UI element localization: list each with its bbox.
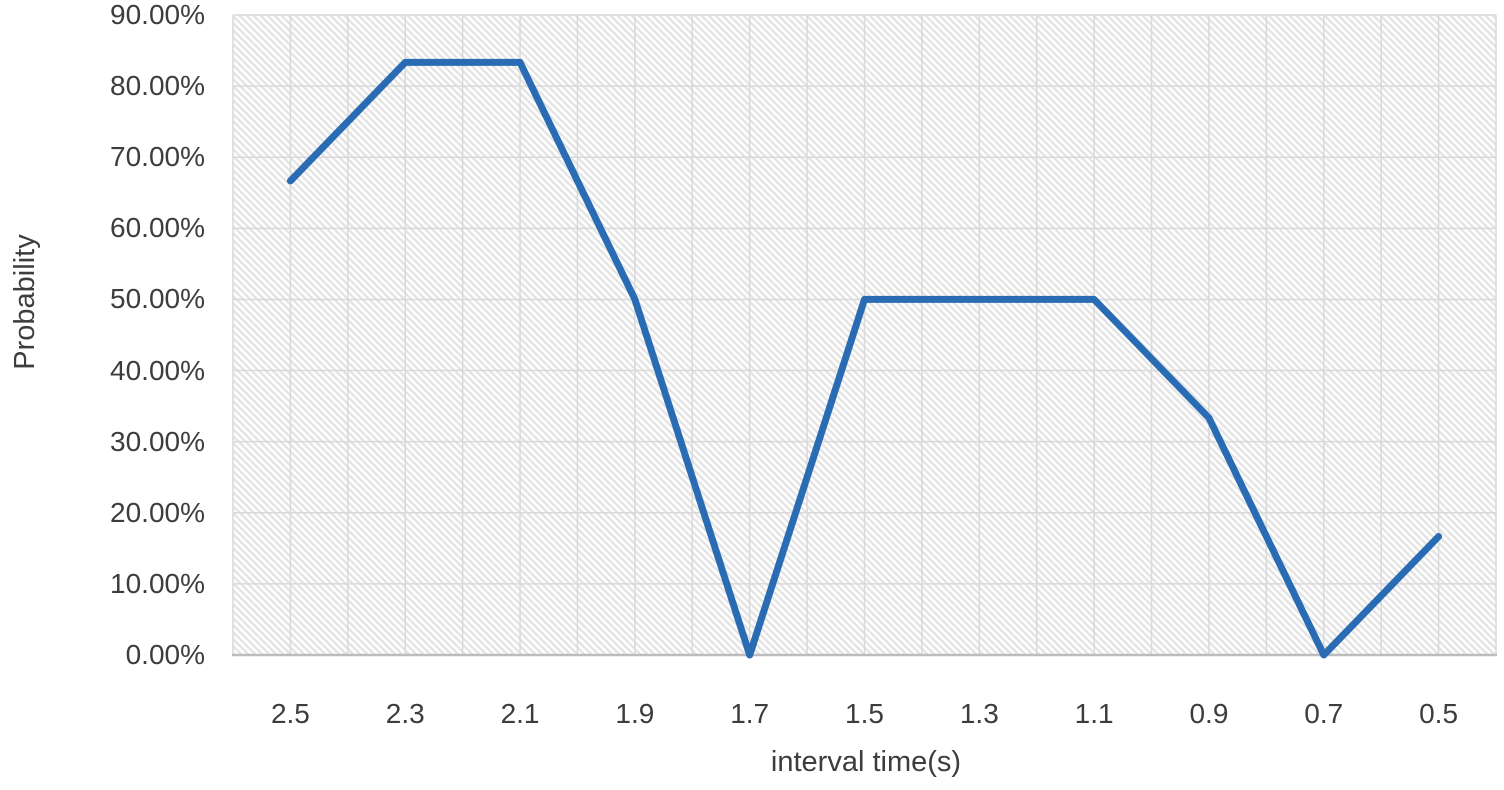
data-series bbox=[286, 58, 1443, 659]
y-tick-label: 20.00% bbox=[110, 496, 205, 528]
x-tick-label: 0.7 bbox=[1304, 698, 1344, 729]
x-tick-label: 1.3 bbox=[959, 698, 999, 729]
x-tick-label: 1.1 bbox=[1074, 698, 1114, 729]
x-tick-label: 1.7 bbox=[730, 698, 770, 729]
x-axis-title: interval time(s) bbox=[770, 746, 962, 778]
y-axis-title: Probability bbox=[9, 234, 41, 370]
y-tick-label: 70.00% bbox=[110, 141, 205, 173]
x-tick-label: 2.3 bbox=[385, 698, 425, 729]
x-tick-label: 2.1 bbox=[500, 698, 540, 729]
data-line-probability bbox=[286, 58, 1443, 659]
y-tick-label: 30.00% bbox=[110, 425, 205, 457]
y-tick-label: 40.00% bbox=[110, 354, 205, 386]
y-tick-label: 90.00% bbox=[110, 0, 205, 30]
y-tick-label: 50.00% bbox=[110, 283, 205, 315]
y-tick-label: 10.00% bbox=[110, 567, 205, 599]
y-tick-label: 60.00% bbox=[110, 212, 205, 244]
y-tick-label: 0.00% bbox=[125, 639, 205, 670]
x-tick-label: 1.9 bbox=[615, 698, 655, 729]
x-tick-label: 0.9 bbox=[1189, 698, 1229, 729]
x-tick-label: 0.5 bbox=[1419, 698, 1459, 729]
x-tick-label: 2.5 bbox=[270, 698, 310, 729]
x-tick-label: 1.5 bbox=[845, 698, 884, 729]
y-tick-label: 80.00% bbox=[110, 70, 205, 102]
